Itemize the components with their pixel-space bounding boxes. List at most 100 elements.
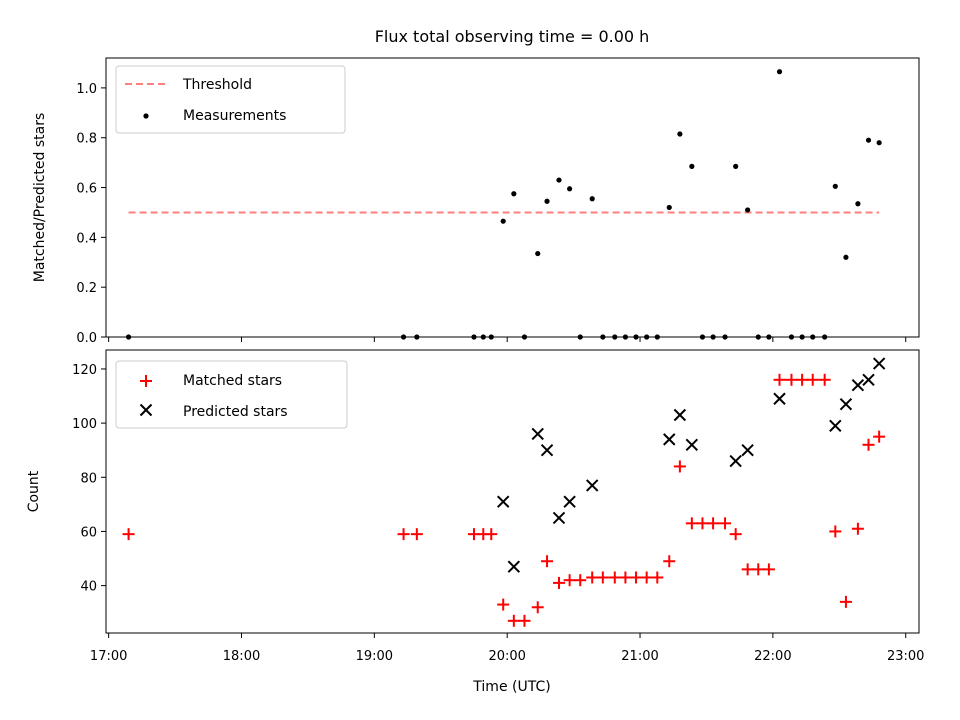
measurement-point <box>733 163 739 169</box>
measurement-point <box>832 183 838 189</box>
counts-y-tick-label: 60 <box>80 525 97 540</box>
measurement-point <box>521 334 528 340</box>
ratio-y-ticks: 0.0 0.2 0.4 0.6 0.8 1.0 <box>76 82 106 346</box>
measurement-point <box>843 254 849 260</box>
matched-star-point <box>785 373 798 386</box>
x-axis-label: Time (UTC) <box>472 679 550 695</box>
matched-star-point <box>410 528 423 541</box>
predicted-star-point <box>862 373 875 386</box>
ratio-legend-box <box>115 65 346 134</box>
matched-star-point <box>862 438 875 451</box>
measurement-point <box>600 334 606 340</box>
legend-matched-swatch <box>140 375 152 387</box>
predicted-star-point <box>663 433 676 446</box>
matched-star-point <box>829 525 842 538</box>
ratio-y-tick-label: 1.0 <box>76 82 97 97</box>
matched-star-point <box>773 373 786 386</box>
matched-star-point <box>497 598 510 611</box>
x-tick-label: 21:00 <box>621 649 658 664</box>
predicted-star-point <box>729 454 742 468</box>
matched-star-point <box>685 517 698 530</box>
measurement-point <box>776 69 783 75</box>
predicted-stars-series <box>496 357 886 573</box>
matched-star-point <box>397 528 410 541</box>
measurement-point <box>612 334 618 340</box>
counts-y-axis-label: Count <box>26 470 42 512</box>
predicted-star-point <box>585 479 599 492</box>
legend-threshold-label: Threshold <box>182 77 252 93</box>
predicted-star-point <box>829 419 842 433</box>
matched-star-point <box>762 563 775 576</box>
matched-star-point <box>651 571 664 584</box>
measurement-point <box>654 334 660 340</box>
counts-y-tick-label: 120 <box>72 363 97 378</box>
matched-star-point <box>574 574 587 587</box>
matched-star-point <box>752 563 765 576</box>
x-tick-label: 17:00 <box>90 649 127 664</box>
legend-predicted-swatch <box>139 403 153 417</box>
predicted-star-point <box>773 392 786 405</box>
matched-star-point <box>729 528 742 541</box>
matched-star-point <box>563 574 576 587</box>
counts-plot-area <box>105 349 920 634</box>
legend-matched-label: Matched stars <box>183 373 282 389</box>
measurement-point <box>589 196 595 202</box>
matched-star-point <box>806 373 819 386</box>
matched-star-point <box>719 517 732 530</box>
x-tick-label: 19:00 <box>356 649 393 664</box>
matched-star-point <box>707 517 720 530</box>
measurement-point <box>745 207 751 213</box>
measurement-point <box>788 334 795 340</box>
matched-star-point <box>873 430 886 443</box>
ratio-x-ticks <box>108 337 907 342</box>
x-tick-label: 20:00 <box>488 649 525 664</box>
measurement-point <box>633 334 639 340</box>
measurement-point <box>488 334 494 340</box>
predicted-star-point <box>685 438 699 451</box>
measurement-point <box>577 334 583 340</box>
measurement-point <box>400 334 407 340</box>
matched-star-point <box>552 576 565 589</box>
counts-x-ticks: 17:00 18:00 19:00 20:00 21:00 22:00 23:00 <box>90 633 924 664</box>
matched-star-point <box>741 563 754 576</box>
legend-measurements-label: Measurements <box>183 108 286 124</box>
matched-star-point <box>696 517 709 530</box>
counts-legend-box <box>115 360 348 429</box>
measurement-point <box>644 334 650 340</box>
measurement-point <box>689 163 695 169</box>
counts-y-tick-label: 100 <box>72 417 97 432</box>
measurement-point <box>544 198 550 204</box>
x-tick-label: 22:00 <box>754 649 791 664</box>
legend-measurements-swatch <box>143 113 149 119</box>
measurement-point <box>500 218 506 224</box>
measurement-point <box>471 334 477 340</box>
ratio-y-tick-label: 0.4 <box>76 231 97 246</box>
predicted-star-point <box>851 378 865 392</box>
predicted-star-point <box>741 443 754 457</box>
measurement-point <box>556 177 562 183</box>
measurement-point <box>622 334 629 340</box>
predicted-star-point <box>552 511 566 525</box>
matched-star-point <box>818 373 831 386</box>
matched-star-point <box>122 528 135 541</box>
matched-star-point <box>541 555 554 568</box>
predicted-star-point <box>563 495 576 508</box>
matched-star-point <box>630 571 643 584</box>
matched-star-point <box>663 555 676 568</box>
measurements-series <box>125 69 882 340</box>
predicted-star-point <box>540 443 554 457</box>
measurement-point <box>535 250 541 257</box>
measurement-point <box>766 334 772 340</box>
x-tick-label: 18:00 <box>223 649 260 664</box>
counts-y-tick-label: 40 <box>80 580 97 595</box>
predicted-star-point <box>496 495 510 508</box>
matched-star-point <box>608 571 621 584</box>
measurement-point <box>755 334 761 340</box>
matched-star-point <box>586 571 599 584</box>
measurement-point <box>855 201 861 207</box>
x-tick-label: 23:00 <box>887 649 924 664</box>
measurement-point <box>677 131 683 137</box>
measurement-point <box>699 334 706 340</box>
predicted-star-point <box>872 357 886 370</box>
matched-star-point <box>640 571 653 584</box>
